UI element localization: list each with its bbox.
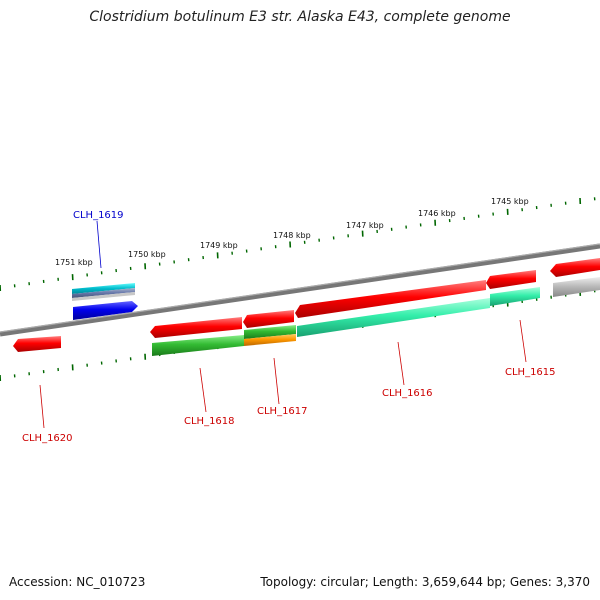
label-line-clh-1616 <box>397 341 405 386</box>
label-line-clh-1619 <box>96 220 102 269</box>
feature-orange-1617[interactable] <box>244 334 296 346</box>
gene-label-clh-1617[interactable]: CLH_1617 <box>257 406 308 417</box>
label-line-clh-1617 <box>273 357 280 405</box>
kbp-label-1745: 1745 kbp <box>491 197 529 206</box>
gene-label-clh-1619[interactable]: CLH_1619 <box>73 210 124 221</box>
gene-label-clh-1620[interactable]: CLH_1620 <box>22 433 73 444</box>
kbp-label-1751: 1751 kbp <box>55 258 93 267</box>
kbp-label-1749: 1749 kbp <box>200 241 238 250</box>
gene-label-clh-1618[interactable]: CLH_1618 <box>184 416 235 427</box>
cds-top-4[interactable] <box>243 310 294 328</box>
accession-label: Accession: NC_010723 <box>9 575 146 589</box>
cds-top-3[interactable] <box>550 258 600 277</box>
kbp-label-1746: 1746 kbp <box>418 209 456 218</box>
gene-clh-1620[interactable] <box>13 336 61 352</box>
kbp-label-1750: 1750 kbp <box>128 250 166 259</box>
cds-top-1[interactable] <box>295 280 486 318</box>
feature-teal-1616[interactable] <box>297 298 490 337</box>
upper-scale-ticks <box>0 197 596 292</box>
feature-teal-1615[interactable] <box>490 287 540 306</box>
label-line-clh-1618 <box>199 367 207 413</box>
label-line-clh-1620 <box>39 384 45 429</box>
genome-backbone <box>0 243 600 337</box>
label-line-clh-1615 <box>519 319 527 363</box>
feature-clh-1619-cyan[interactable] <box>72 283 135 301</box>
feature-grey[interactable] <box>553 277 600 297</box>
cds-top-5[interactable] <box>150 317 242 338</box>
gene-clh-1619[interactable] <box>73 301 138 320</box>
feature-green-1617[interactable] <box>244 325 296 339</box>
gene-label-clh-1616[interactable]: CLH_1616 <box>382 388 433 399</box>
kbp-label-1747: 1747 kbp <box>346 221 384 230</box>
cds-top-2[interactable] <box>486 270 536 289</box>
topology-label: Topology: circular; Length: 3,659,644 bp… <box>260 575 590 589</box>
gene-label-clh-1615[interactable]: CLH_1615 <box>505 367 556 378</box>
genome-title: Clostridium botulinum E3 str. Alaska E43… <box>89 9 511 25</box>
kbp-label-1748: 1748 kbp <box>273 231 311 240</box>
feature-green-1618[interactable] <box>152 335 244 356</box>
